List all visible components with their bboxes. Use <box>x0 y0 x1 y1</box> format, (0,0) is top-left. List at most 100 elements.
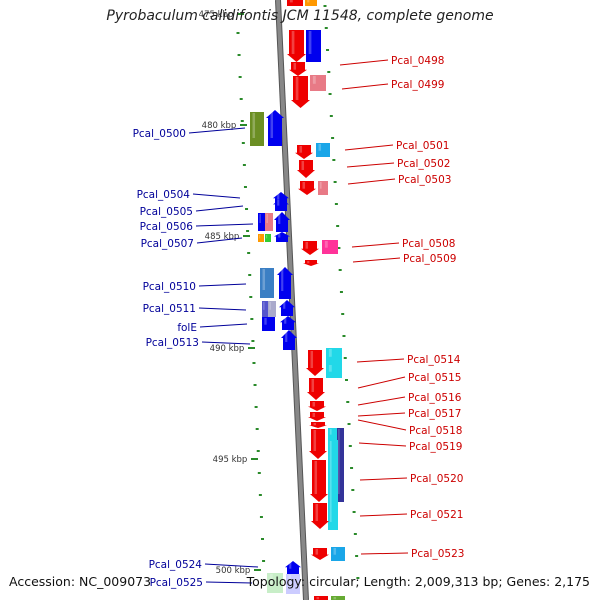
gene-pcal-0500-b <box>250 112 264 146</box>
gene-pcal-0524-shade <box>289 562 292 569</box>
gene-features <box>250 0 345 602</box>
gene-label-pcal-0513: Pcal_0513 <box>146 337 199 349</box>
gene-pcal-0506-b-shade <box>259 214 261 223</box>
gene-pcal-0507-c-shade <box>266 235 268 239</box>
gene-pcal-0519-shade <box>313 430 317 451</box>
gene-pcal-0503-shade <box>302 182 306 189</box>
leader-line <box>347 178 396 185</box>
footer-bar: Accession: NC_009073 Topology: circular;… <box>0 574 600 598</box>
gene-pcal-0517-shade <box>312 413 316 417</box>
gene-pcal-0501 <box>295 145 313 159</box>
gene-fole-b <box>262 317 275 331</box>
gene-pcal-0525-b-shade <box>269 574 273 585</box>
leader-line <box>339 59 389 66</box>
gene-pcal-0514-c <box>326 364 342 378</box>
gene-pcal-0513-shade <box>285 331 288 342</box>
gene-pcal-0499 <box>291 76 310 108</box>
gene-label-pcal-0508: Pcal_0508 <box>402 238 455 250</box>
gene-pcal-0521 <box>311 503 329 529</box>
gene-label-pcal-0503: Pcal_0503 <box>398 174 451 186</box>
gene-label-pcal-0514: Pcal_0514 <box>407 354 461 366</box>
leader-line <box>360 552 409 555</box>
gene-bottom-green-shade <box>333 597 337 600</box>
gene-pcal-0498 <box>287 30 306 62</box>
gene-label-pcal-0507: Pcal_0507 <box>141 238 194 250</box>
ruler-tick-label: 495 kbp <box>213 455 248 465</box>
label-leader-lines <box>188 59 409 584</box>
gene-label-pcal-0521: Pcal_0521 <box>410 509 463 521</box>
gene-pcal-0511-b <box>262 301 269 317</box>
gene-pcal-0520-b <box>328 440 338 530</box>
gene-pcal-0506-shade <box>278 213 281 224</box>
gene-label-pcal-0518: Pcal_0518 <box>409 425 462 437</box>
gene-fole <box>280 316 296 330</box>
leader-line <box>195 205 244 212</box>
gene-pcal-0503 <box>298 181 316 195</box>
gene-label-pcal-0519: Pcal_0519 <box>409 441 462 453</box>
gene-pcal-0510-b-shade <box>262 269 266 290</box>
gene-pcal-0510-b <box>260 268 274 298</box>
gene-pcal-0506-c <box>265 213 273 231</box>
gene-pcal-0503-b <box>318 181 328 195</box>
gene-pcal-0498-b <box>306 30 321 62</box>
gene-pcal-0501-b-shade <box>318 144 322 151</box>
gene-label-pcal-0502: Pcal_0502 <box>397 158 450 170</box>
gene-pcal-0498-c <box>289 62 307 76</box>
topology-text: Topology: circular; Length: 2,009,313 bp… <box>246 574 590 589</box>
gene-pcal-0503-b-shade <box>319 182 322 189</box>
gene-labels: Pcal_0498 Pcal_0499 Pcal_0501 Pcal_0502 Pcal… <box>133 55 465 589</box>
gene-pcal-0523-b-shade <box>333 548 337 555</box>
gene-pcal-0508-shade <box>305 242 309 249</box>
gene-fole-shade <box>284 317 287 324</box>
gene-pcal-0516 <box>308 401 326 411</box>
gene-label-pcal-0515: Pcal_0515 <box>408 372 461 384</box>
gene-pcal-0523 <box>311 548 329 560</box>
leader-line <box>341 83 389 90</box>
gene-label-pcal-0524: Pcal_0524 <box>149 559 203 571</box>
gene-pcal-0525-b <box>267 573 283 593</box>
backbone-line <box>276 0 308 601</box>
gene-label-pcal-0500: Pcal_0500 <box>133 128 186 140</box>
gene-label-pcal-0516: Pcal_0516 <box>408 392 462 404</box>
leader-line <box>188 127 246 134</box>
gene-pcal-0518-shade <box>313 423 317 426</box>
gene-label-pcal-0510: Pcal_0510 <box>143 281 196 293</box>
gene-pcal-0523-b <box>331 547 345 561</box>
gene-pcal-0501-b <box>316 143 330 157</box>
leader-line <box>346 162 395 168</box>
ruler-tick-label: 480 kbp <box>202 121 237 131</box>
gene-pcal-0515 <box>307 378 325 400</box>
gene-pcal-0507-c <box>265 234 271 242</box>
gene-pcal-0511 <box>279 300 295 316</box>
leader-line <box>357 419 407 431</box>
leader-line <box>205 581 253 584</box>
gene-pcal-0519-b <box>328 428 338 440</box>
gene-pcal-0518 <box>309 422 327 428</box>
gene-top-orange <box>305 0 317 6</box>
gene-label-pcal-0517: Pcal_0517 <box>408 408 461 420</box>
gene-label-pcal-0525: Pcal_0525 <box>150 577 203 589</box>
leader-line <box>344 144 394 151</box>
gene-pcal-0502 <box>297 160 315 178</box>
gene-pcal-0502-shade <box>301 161 305 170</box>
gene-pcal-0508-b <box>322 240 338 254</box>
gene-pcal-0499-shade <box>295 77 299 100</box>
gene-pcal-0506-c-shade <box>266 214 268 223</box>
leader-line <box>192 193 241 199</box>
gene-pcal-0507-shade <box>278 233 281 238</box>
leader-line <box>196 237 243 244</box>
leader-line <box>198 283 247 287</box>
leader-line <box>204 563 259 568</box>
gene-pcal-0500-shade <box>270 111 274 138</box>
gene-pcal-0523-shade <box>315 549 319 555</box>
genome-title: Pyrobaculum calidifontis JCM 11548, comp… <box>106 8 494 24</box>
gene-pcal-0509 <box>303 260 319 266</box>
leader-line <box>356 358 405 363</box>
gene-label-fole: folE <box>177 322 197 334</box>
leader-line <box>198 307 247 311</box>
gene-label-pcal-0499: Pcal_0499 <box>391 79 444 91</box>
gene-pcal-0499-b <box>310 75 326 91</box>
gene-pcal-0504-shade <box>277 193 280 200</box>
gene-pcal-0506 <box>274 212 290 232</box>
